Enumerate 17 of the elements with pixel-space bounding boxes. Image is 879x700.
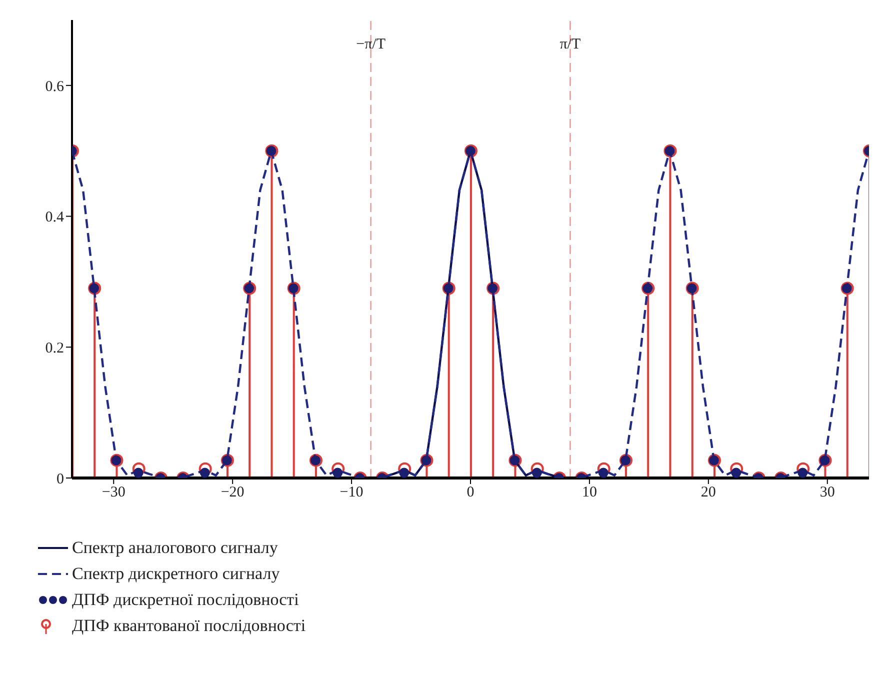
legend-label: ДПФ дискретної послідовності: [72, 590, 299, 610]
legend-label: Спектр аналогового сигналу: [72, 538, 278, 558]
x-tick-label: 10: [582, 484, 597, 501]
x-tick-label: 0: [466, 484, 474, 501]
x-tick-label: −10: [340, 484, 364, 501]
y-tick-label: 0.6: [45, 78, 64, 95]
y-tick-label: 0.4: [45, 210, 64, 226]
legend-label: ДПФ квантованої послідовності: [72, 616, 306, 636]
x-tick-label: −20: [220, 484, 244, 501]
x-tick-label: 30: [820, 484, 835, 501]
y-tick-label: 0.2: [45, 340, 64, 356]
ref-line-label: −π/T: [356, 36, 386, 53]
x-tick-label: −30: [102, 484, 126, 501]
ref-line-label: π/T: [560, 36, 581, 53]
x-tick-label: 20: [700, 484, 716, 501]
legend-label: Спектр дискретного сигналу: [72, 564, 280, 584]
y-tick-label: 0: [56, 471, 64, 488]
